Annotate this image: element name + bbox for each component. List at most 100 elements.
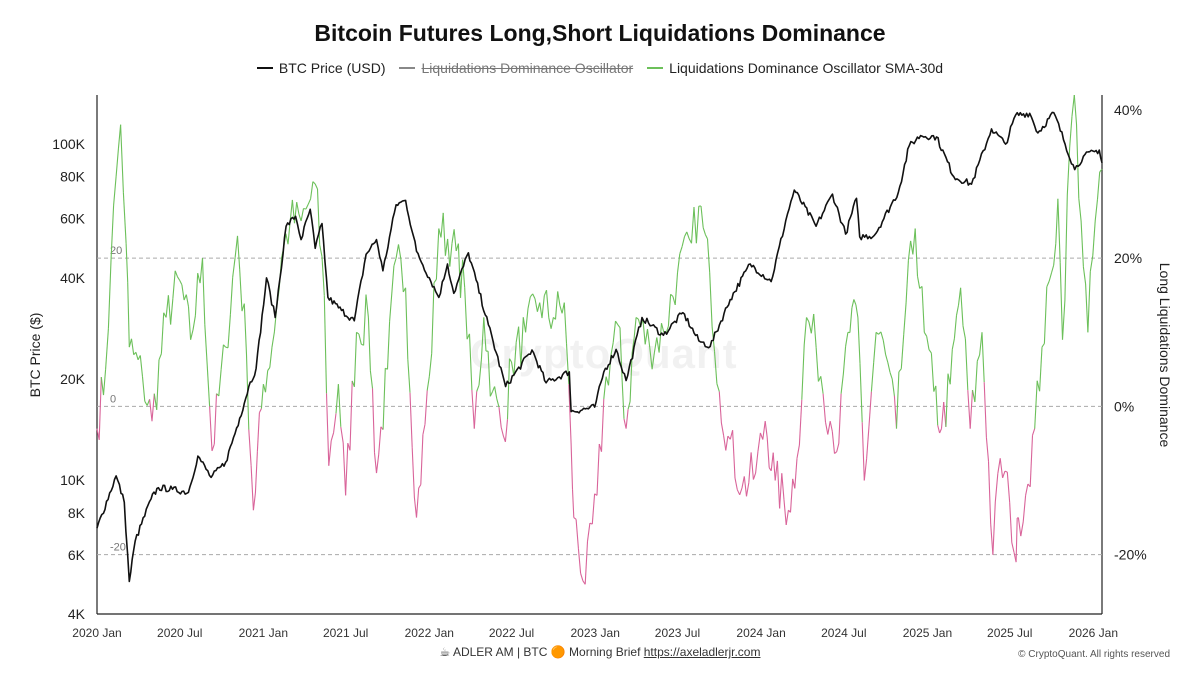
oscillator-sma-segment — [684, 231, 688, 237]
oscillator-sma-segment — [409, 392, 413, 448]
oscillator-sma-segment — [752, 472, 757, 480]
oscillator-sma-segment — [487, 351, 491, 397]
oscillator-sma-segment — [621, 377, 625, 419]
oscillator-sma-segment — [741, 476, 745, 489]
oscillator-sma-segment — [935, 385, 939, 426]
oscillator-sma-segment — [167, 295, 172, 325]
oscillator-sma-segment — [940, 401, 945, 429]
oscillator-sma-segment — [665, 326, 669, 334]
y-left-tick-label: 10K — [60, 472, 86, 488]
y-right-tick-label: 40% — [1114, 102, 1142, 118]
oscillator-sma-segment — [1082, 266, 1087, 285]
oscillator-sma-segment — [895, 371, 900, 429]
oscillator-sma-segment — [783, 499, 787, 525]
oscillator-sma-segment — [449, 243, 453, 267]
oscillator-sma-segment — [842, 346, 847, 374]
oscillator-sma-segment — [1011, 542, 1015, 553]
oscillator-sma-segment — [391, 265, 395, 294]
x-tick-label: 2024 Jul — [821, 626, 866, 640]
oscillator-sma-segment — [1071, 94, 1075, 117]
oscillator-sma-segment — [539, 302, 543, 319]
oscillator-sma-segment — [451, 229, 455, 244]
oscillator-sma-segment — [158, 353, 162, 361]
oscillator-sma-segment — [720, 422, 725, 436]
footer-link[interactable]: https://axeladlerjr.com — [643, 645, 761, 659]
oscillator-sma-segment — [559, 305, 563, 314]
oscillator-sma-segment — [289, 199, 293, 222]
oscillator-sma-segment — [545, 290, 550, 318]
oscillator-sma-segment — [635, 316, 639, 320]
oscillator-sma-segment — [745, 482, 750, 497]
oscillator-sma-segment — [428, 353, 433, 377]
oscillator-sma-segment — [810, 313, 815, 334]
oscillator-sma-segment — [969, 389, 974, 429]
oscillator-sma-segment — [232, 257, 236, 278]
oscillator-sma-segment — [254, 451, 258, 494]
oscillator-sma-segment — [135, 352, 139, 360]
oscillator-sma-segment — [930, 353, 935, 392]
oscillator-sma-segment — [836, 443, 840, 452]
oscillator-sma-segment — [375, 454, 380, 474]
oscillator-sma-segment — [893, 395, 898, 429]
oscillator-sma-segment — [762, 421, 766, 440]
oscillator-sma-segment — [1085, 283, 1089, 333]
oscillator-sma-segment — [798, 399, 803, 446]
oscillator-sma-segment — [617, 324, 621, 329]
y-right-tick-label: 0% — [1114, 398, 1134, 414]
oscillator-sma-segment — [898, 368, 902, 373]
oscillator-sma-segment — [527, 296, 531, 309]
oscillator-sma-segment — [293, 202, 298, 224]
oscillator-sma-segment — [130, 338, 135, 355]
oscillator-sma-segment — [658, 323, 663, 353]
oscillator-sma-segment — [990, 524, 994, 555]
oscillator-sma-segment — [603, 376, 607, 399]
oscillator-sma-segment — [201, 258, 206, 325]
oscillator-sma-segment — [766, 437, 770, 468]
oscillator-sma-segment — [859, 363, 863, 423]
oscillator-sma-segment — [420, 434, 424, 485]
oscillator-sma-segment — [411, 447, 415, 498]
oscillator-sma-segment — [1009, 502, 1013, 543]
oscillator-sma-segment — [298, 213, 302, 222]
oscillator-sma-segment — [358, 333, 362, 345]
oscillator-sma-segment — [939, 428, 943, 434]
oscillator-sma-segment — [453, 229, 457, 252]
oscillator-sma-segment — [806, 317, 810, 323]
oscillator-sma-segment — [642, 318, 646, 345]
legend-item-oscillator[interactable]: Liquidations Dominance Oscillator — [399, 60, 633, 76]
oscillator-sma-segment — [706, 238, 711, 273]
oscillator-sma-segment — [407, 359, 411, 393]
oscillator-sma-segment — [822, 393, 827, 423]
oscillator-sma-segment — [223, 344, 226, 348]
oscillator-sma-segment — [718, 391, 722, 424]
legend-item-oscillator-sma[interactable]: Liquidations Dominance Oscillator SMA-30… — [647, 60, 943, 76]
oscillator-sma-segment — [615, 320, 619, 326]
oscillator-sma-segment — [1089, 255, 1094, 272]
oscillator-sma-segment — [333, 413, 337, 433]
oscillator-sma-segment — [949, 349, 953, 385]
oscillator-sma-segment — [500, 427, 504, 437]
x-tick-label: 2020 Jan — [72, 626, 121, 640]
oscillator-sma-segment — [794, 458, 798, 489]
oscillator-sma-segment — [206, 364, 211, 407]
oscillator-sma-segment — [676, 253, 681, 273]
footer: ☕ ADLER AM | BTC 🟠 Morning Brief https:/… — [0, 645, 1200, 659]
oscillator-sma-segment — [571, 489, 575, 518]
oscillator-sma-segment — [964, 338, 969, 391]
oscillator-sma-segment — [824, 422, 829, 435]
oscillator-sma-segment — [550, 317, 554, 329]
oscillator-sma-segment — [1043, 286, 1048, 344]
oscillator-sma-segment — [494, 386, 498, 399]
oscillator-sma-segment — [679, 246, 683, 254]
legend-label-oscillator-sma: Liquidations Dominance Oscillator SMA-30… — [669, 60, 944, 76]
oscillator-sma-segment — [107, 258, 112, 329]
oscillator-sma-segment — [667, 294, 672, 327]
x-tick-label: 2026 Jan — [1069, 626, 1118, 640]
oscillator-sma-segment — [349, 380, 353, 451]
oscillator-sma-segment — [464, 287, 468, 340]
oscillator-sma-segment — [397, 244, 402, 260]
legend-item-btc-price[interactable]: BTC Price (USD) — [256, 60, 385, 76]
oscillator-sma-segment — [356, 331, 360, 335]
y-right-axis-title: Long Liquidations Dominance — [1157, 263, 1173, 448]
oscillator-sma-segment — [529, 293, 534, 298]
